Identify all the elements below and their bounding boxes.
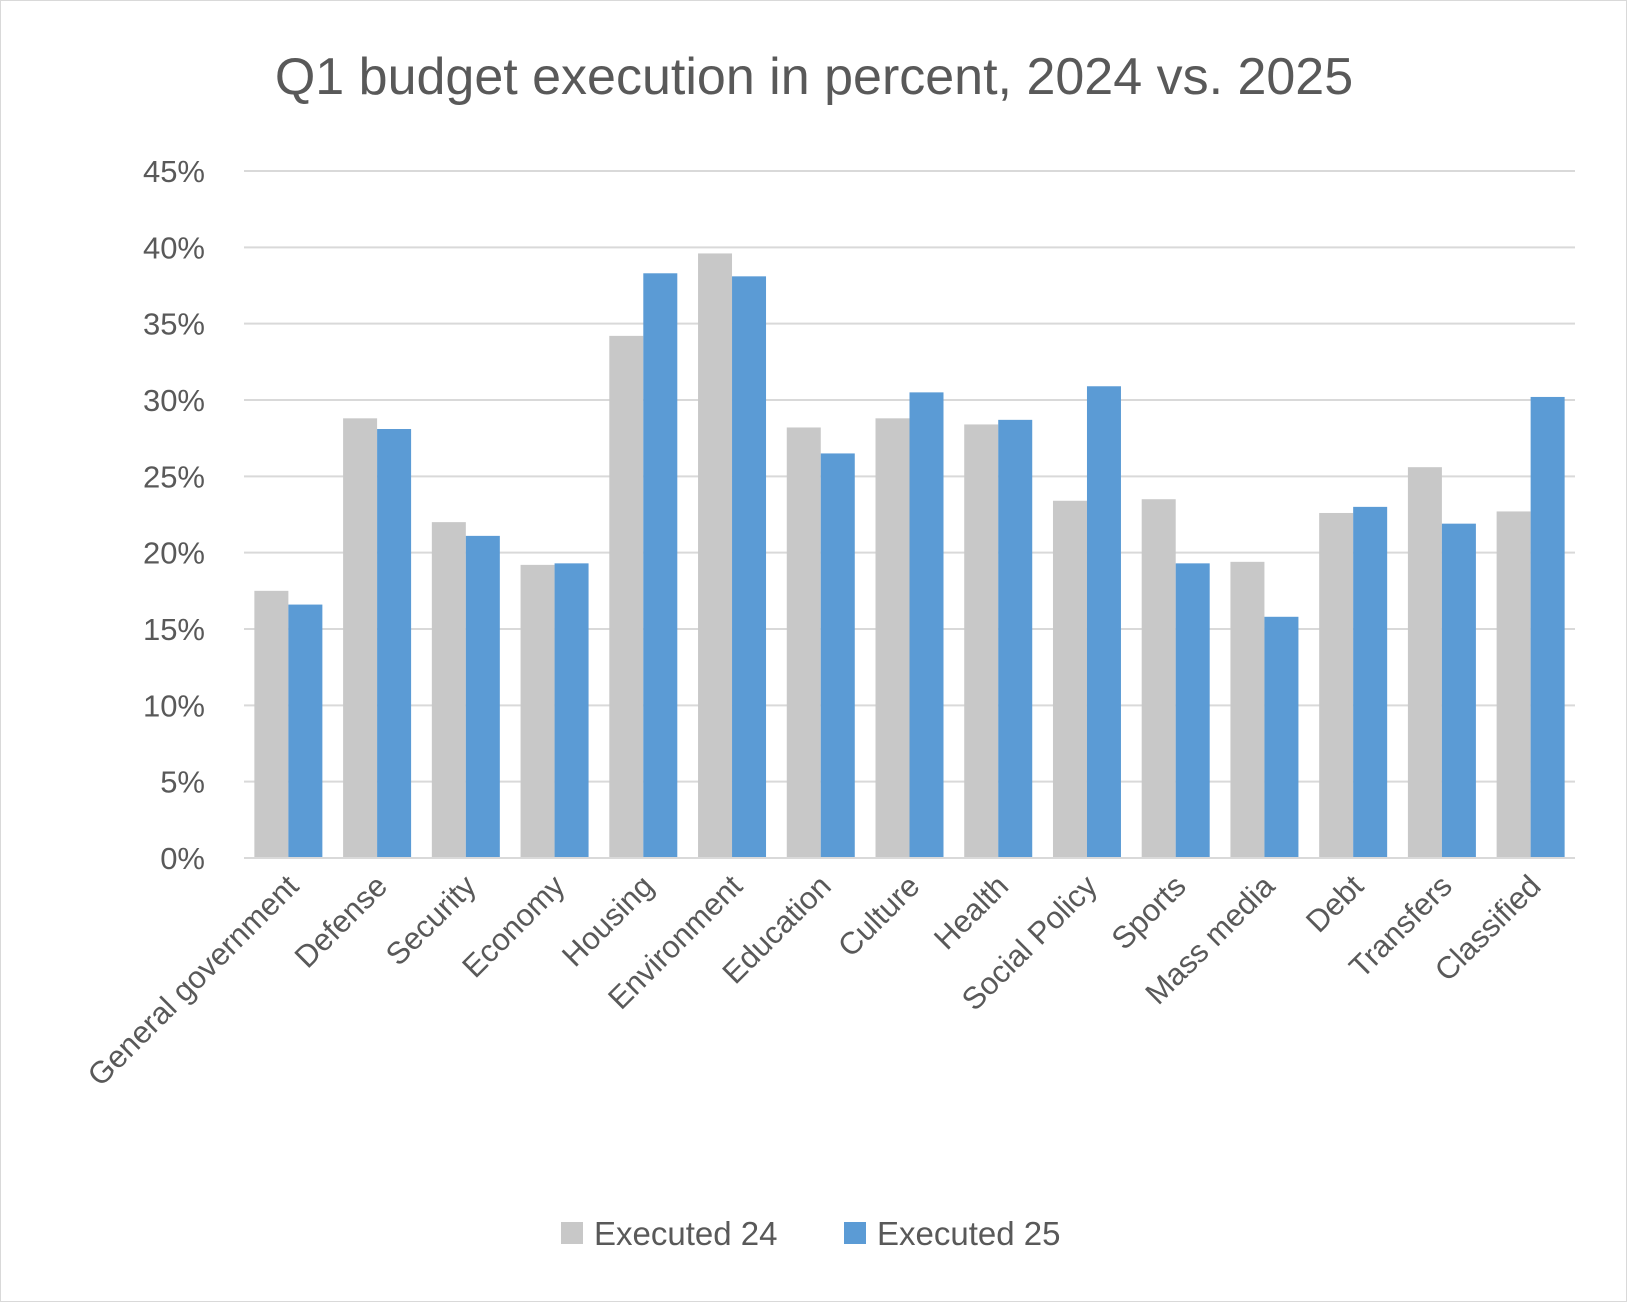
y-axis-ticks: 0% 5% 10% 15% 20% 25% 30% 35% 40% 45% xyxy=(143,154,205,876)
y-tick-label: 30% xyxy=(143,383,205,418)
bar xyxy=(998,419,1033,858)
bar xyxy=(465,535,500,858)
bar xyxy=(732,276,767,859)
bar xyxy=(1496,511,1531,858)
bar xyxy=(1141,499,1176,858)
y-tick-label: 5% xyxy=(160,765,205,800)
y-tick-label: 10% xyxy=(143,688,205,723)
legend-label: Executed 25 xyxy=(877,1215,1060,1252)
category-label: General government xyxy=(81,868,306,1093)
bar xyxy=(1441,523,1476,858)
category-label: Health xyxy=(927,868,1015,956)
bar xyxy=(254,590,289,858)
category-label: Culture xyxy=(831,868,926,963)
bar xyxy=(875,418,910,858)
bar xyxy=(288,604,323,858)
bar xyxy=(1230,561,1265,858)
bar xyxy=(377,429,412,858)
y-tick-label: 20% xyxy=(143,536,205,571)
bar xyxy=(643,273,678,859)
category-labels: General governmentDefenseSecurityEconomy… xyxy=(81,868,1548,1093)
y-tick-label: 40% xyxy=(143,230,205,265)
bar xyxy=(786,427,821,858)
bar xyxy=(1319,512,1354,858)
category-label: Debt xyxy=(1299,868,1370,939)
y-tick-label: 0% xyxy=(160,841,205,876)
bar xyxy=(1175,563,1210,858)
chart-title: Q1 budget execution in percent, 2024 vs.… xyxy=(275,48,1353,106)
y-tick-label: 15% xyxy=(143,612,205,647)
bar xyxy=(1086,386,1121,858)
bar xyxy=(1353,506,1388,858)
bar xyxy=(698,253,733,858)
bar xyxy=(909,392,944,858)
bars xyxy=(254,253,1565,859)
legend-swatch xyxy=(561,1222,583,1244)
bar xyxy=(820,453,855,858)
bar xyxy=(1052,500,1087,858)
bar xyxy=(343,418,378,858)
bar xyxy=(1264,616,1299,858)
bar xyxy=(609,335,644,858)
bar xyxy=(1407,467,1442,858)
bar xyxy=(431,522,466,858)
bar xyxy=(964,424,999,858)
bar xyxy=(554,563,589,858)
y-tick-label: 25% xyxy=(143,459,205,494)
legend-swatch xyxy=(844,1222,866,1244)
legend-label: Executed 24 xyxy=(594,1215,777,1252)
legend: Executed 24 Executed 25 xyxy=(561,1215,1060,1252)
category-label: Sports xyxy=(1105,868,1193,956)
y-tick-label: 35% xyxy=(143,307,205,342)
bar xyxy=(520,564,555,858)
y-tick-label: 45% xyxy=(143,154,205,189)
category-label: Defense xyxy=(288,868,394,974)
bar xyxy=(1530,396,1565,858)
